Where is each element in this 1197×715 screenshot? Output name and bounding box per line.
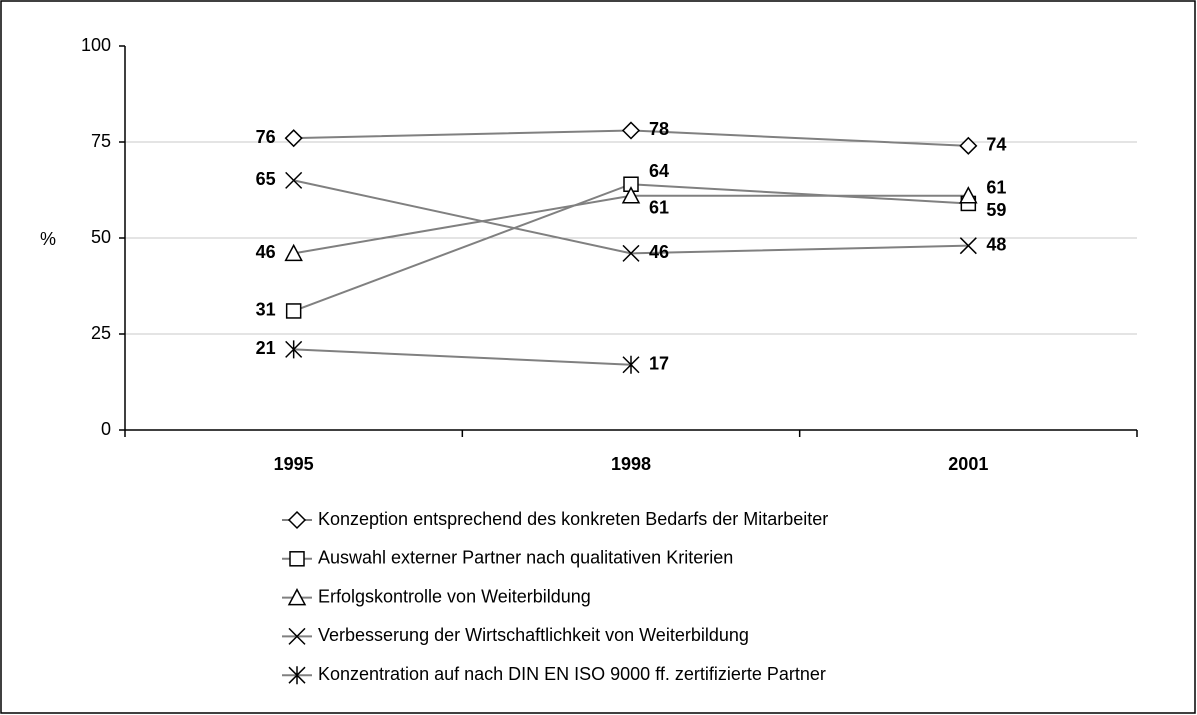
data-label: 76 [256, 127, 276, 147]
data-label: 59 [986, 200, 1006, 220]
y-tick-label: 0 [101, 419, 111, 439]
data-label: 46 [256, 242, 276, 262]
data-label: 61 [986, 178, 1006, 198]
data-label: 48 [986, 234, 1006, 254]
legend-marker [288, 666, 306, 685]
data-point [959, 136, 978, 155]
data-point [285, 171, 303, 189]
legend-label: Erfolgskontrolle von Weiterbildung [318, 586, 591, 606]
data-point [284, 129, 303, 148]
data-point [959, 186, 978, 204]
y-tick-label: 25 [91, 323, 111, 343]
data-label: 78 [649, 119, 669, 139]
data-label: 64 [649, 161, 669, 181]
data-point [621, 186, 641, 204]
data-label: 21 [256, 338, 276, 358]
data-label: 65 [256, 169, 276, 189]
y-tick-label: 75 [91, 131, 111, 151]
data-label: 46 [649, 242, 669, 262]
x-tick-label: 2001 [948, 454, 988, 474]
data-point [959, 237, 977, 255]
legend-label: Konzentration auf nach DIN EN ISO 9000 f… [318, 664, 826, 684]
data-label: 61 [649, 198, 669, 218]
series-line [293, 348, 632, 366]
legend-marker [287, 510, 307, 530]
legend-label: Verbesserung der Wirtschaftlichkeit von … [318, 625, 749, 645]
data-point [284, 243, 303, 262]
x-tick-label: 1995 [274, 454, 314, 474]
y-axis-label: % [40, 229, 56, 249]
y-tick-label: 50 [91, 227, 111, 247]
data-label: 31 [256, 300, 276, 320]
y-tick-label: 100 [81, 35, 111, 55]
data-point [285, 340, 303, 359]
data-label: 74 [986, 135, 1006, 155]
legend-marker [288, 627, 306, 645]
legend-marker [287, 588, 307, 606]
data-point [621, 121, 641, 140]
data-point [285, 303, 302, 319]
x-tick-label: 1998 [611, 454, 651, 474]
data-point [622, 244, 640, 262]
data-point [622, 355, 640, 374]
legend-marker [289, 551, 305, 567]
legend-label: Auswahl externer Partner nach qualitativ… [318, 548, 733, 568]
legend-label: Konzeption entsprechend des konkreten Be… [318, 509, 828, 529]
data-label: 17 [649, 353, 669, 373]
